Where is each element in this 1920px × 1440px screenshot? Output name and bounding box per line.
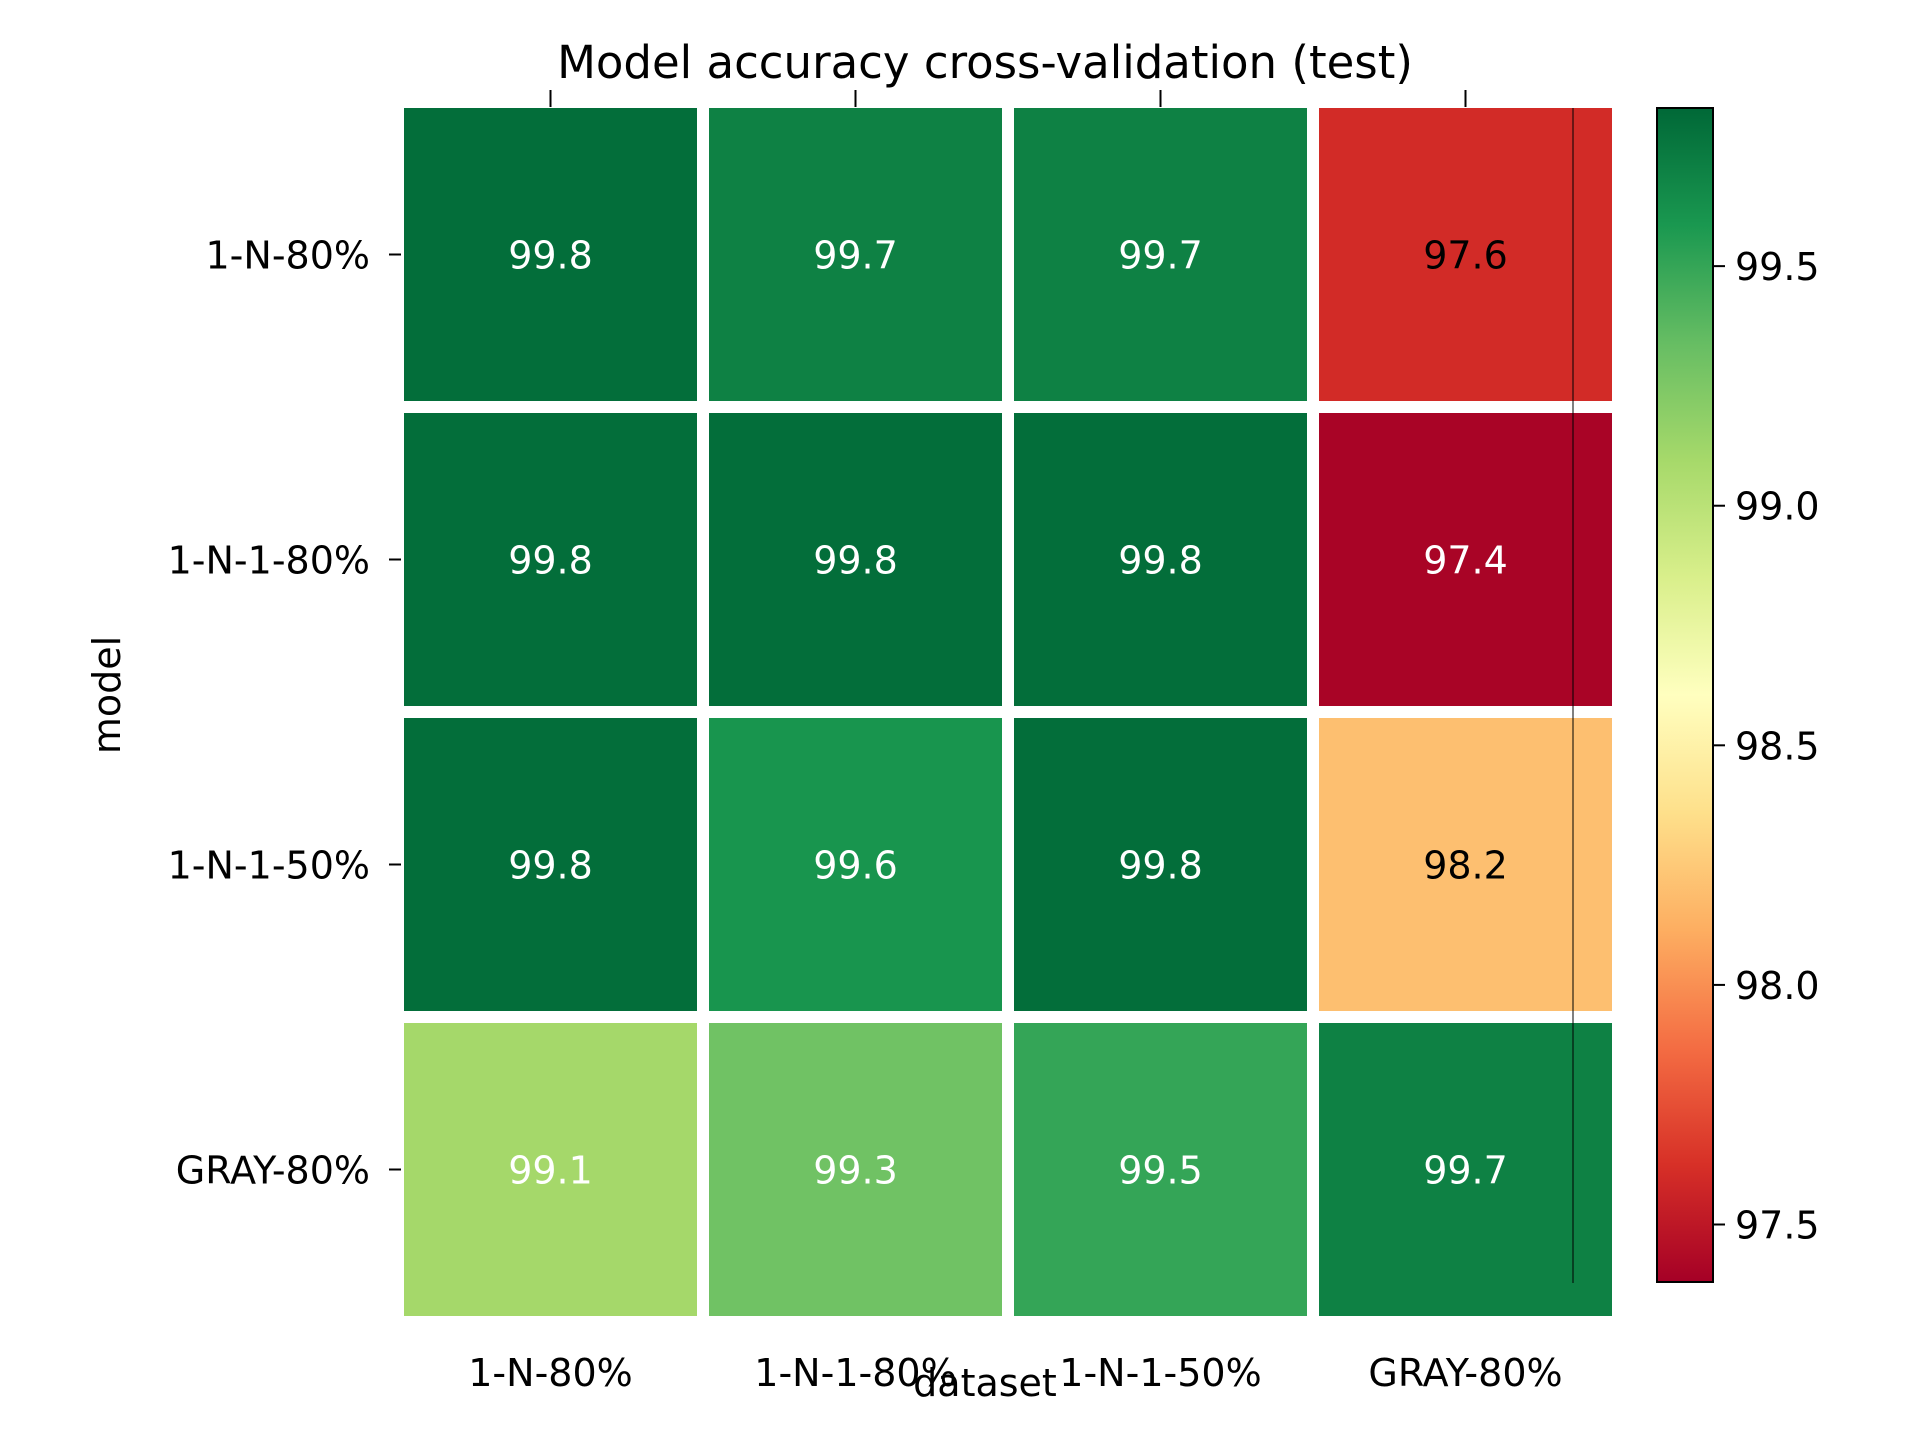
cell-value-label-r2-c0: 99.8 <box>508 844 593 888</box>
y-tick-label: 1-N-80% <box>206 234 371 278</box>
cell-value-label-r1-c3: 97.4 <box>1423 539 1508 583</box>
cell-value-label-r3-c2: 99.5 <box>1118 1149 1203 1193</box>
colorbar-tick-label: 99.0 <box>1735 485 1820 529</box>
y-tick-label: 1-N-1-80% <box>168 539 370 583</box>
heatmap-cells <box>404 108 1612 1316</box>
cell-value-label-r0-c3: 97.6 <box>1423 234 1508 278</box>
colorbar-tick-label: 97.5 <box>1735 1203 1820 1247</box>
cell-value-label-r1-c1: 99.8 <box>813 539 898 583</box>
cell-value-label-r3-c1: 99.3 <box>813 1149 898 1193</box>
chart-title: Model accuracy cross-validation (test) <box>557 36 1413 89</box>
cell-value-label-r0-c0: 99.8 <box>508 234 593 278</box>
heatmap-cell-r0-c3 <box>1319 108 1612 401</box>
cell-value-label-r2-c1: 99.6 <box>813 844 898 888</box>
colorbar-tick-label: 99.5 <box>1735 245 1820 289</box>
heatmap-cell-r2-c0 <box>404 718 697 1011</box>
y-axis-label: model <box>85 636 129 754</box>
cell-value-label-r0-c1: 99.7 <box>813 234 898 278</box>
x-axis-label: dataset <box>913 1361 1057 1405</box>
cell-value-label-r1-c2: 99.8 <box>1118 539 1203 583</box>
y-tick-label: 1-N-1-50% <box>168 844 370 888</box>
heatmap-cell-r2-c2 <box>1014 718 1307 1011</box>
cell-value-label-r2-c3: 98.2 <box>1423 844 1508 888</box>
x-tick-label: GRAY-80% <box>1368 1351 1562 1395</box>
colorbar: 97.5 98.0 98.5 99.0 99.5 <box>1656 107 1820 1283</box>
x-tick-label: 1-N-1-80% <box>754 1351 956 1395</box>
colorbar-tick-label: 98.0 <box>1735 964 1820 1008</box>
heatmap-cell-r3-c1 <box>709 1023 1002 1316</box>
heatmap-cell-r3-c3 <box>1319 1023 1612 1316</box>
heatmap-cell-r0-c2 <box>1014 108 1307 401</box>
y-axis-ticks: 1-N-80% 1-N-1-80% 1-N-1-50% GRAY-80% <box>168 234 401 1193</box>
x-axis-ticks: 1-N-80% 1-N-1-80% 1-N-1-50% GRAY-80% <box>468 90 1563 1395</box>
heatmap-cell-r0-c0 <box>404 108 697 401</box>
x-tick-label: 1-N-80% <box>468 1351 633 1395</box>
cell-value-label-r3-c0: 99.1 <box>508 1149 593 1193</box>
cell-value-label-r0-c2: 99.7 <box>1118 234 1203 278</box>
heatmap-cell-r2-c3 <box>1319 718 1612 1011</box>
heatmap-cell-r1-c3 <box>1319 413 1612 706</box>
heatmap-cell-r1-c1 <box>709 413 1002 706</box>
heatmap-cell-r1-c0 <box>404 413 697 706</box>
x-tick-label: 1-N-1-50% <box>1059 1351 1261 1395</box>
heatmap-cell-r0-c1 <box>709 108 1002 401</box>
colorbar-gradient <box>1656 107 1714 1283</box>
heatmap-cell-labels: 99.8 99.7 99.7 97.6 99.8 99.8 99.8 97.4 99.8 99.6… <box>508 234 1508 1193</box>
colorbar-tick-label: 98.5 <box>1735 724 1820 768</box>
cell-value-label-r1-c0: 99.8 <box>508 539 593 583</box>
heatmap-cell-r1-c2 <box>1014 413 1307 706</box>
heatmap-cell-r2-c1 <box>709 718 1002 1011</box>
colorbar-ticks: 97.5 98.0 98.5 99.0 99.5 <box>1713 245 1820 1247</box>
cell-value-label-r2-c2: 99.8 <box>1118 844 1203 888</box>
heatmap-cell-r3-c2 <box>1014 1023 1307 1316</box>
cell-value-label-r3-c3: 99.7 <box>1423 1149 1508 1193</box>
heatmap-cell-r3-c0 <box>404 1023 697 1316</box>
y-tick-label: GRAY-80% <box>176 1149 370 1193</box>
